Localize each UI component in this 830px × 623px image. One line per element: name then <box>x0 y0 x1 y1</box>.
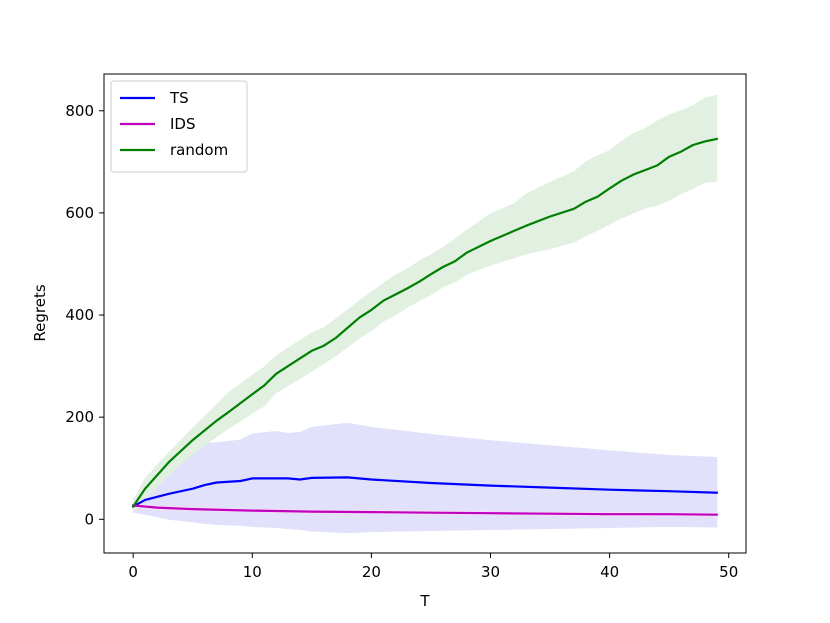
x-tick-label: 50 <box>719 563 738 581</box>
x-tick-label: 30 <box>481 563 500 581</box>
y-tick-label: 0 <box>84 510 94 528</box>
y-tick-label: 800 <box>65 102 94 120</box>
x-tick-label: 20 <box>362 563 381 581</box>
y-tick-label: 600 <box>65 204 94 222</box>
series-lines <box>131 137 719 516</box>
legend-label-ts: TS <box>169 89 189 107</box>
x-tick-label: 10 <box>243 563 262 581</box>
y-tick-label: 200 <box>65 408 94 426</box>
confidence-band-random <box>132 94 718 513</box>
confidence-band-ts <box>132 422 718 534</box>
series-line-ids <box>132 504 718 516</box>
legend: TS IDS random <box>110 80 248 173</box>
x-axis-label: T <box>419 592 430 610</box>
series-line-ts <box>131 476 718 508</box>
y-axis-label: Regrets <box>31 284 49 341</box>
x-tick-label: 0 <box>128 563 138 581</box>
legend-label-ids: IDS <box>170 115 196 133</box>
series-line-random <box>131 137 719 509</box>
x-tick-label: 40 <box>600 563 619 581</box>
legend-label-random: random <box>170 141 228 159</box>
y-axis-ticks: 0 200 400 600 800 <box>65 102 104 528</box>
plot-frame <box>103 73 747 554</box>
x-axis-ticks: 0 10 20 30 40 50 <box>128 553 738 581</box>
y-tick-label: 400 <box>65 306 94 324</box>
